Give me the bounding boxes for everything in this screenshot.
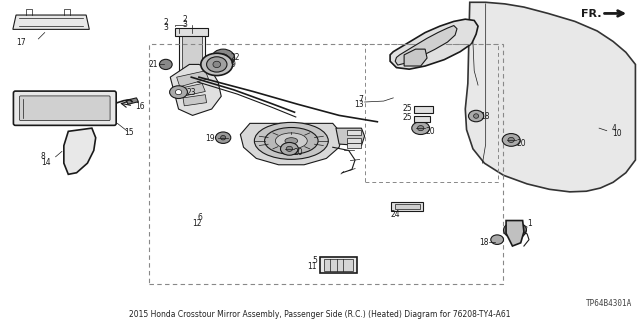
- Polygon shape: [183, 95, 207, 106]
- Polygon shape: [404, 49, 427, 66]
- Text: 21: 21: [148, 60, 157, 69]
- Text: FR.: FR.: [581, 9, 602, 19]
- Polygon shape: [506, 220, 524, 246]
- Ellipse shape: [159, 59, 172, 69]
- Text: 4: 4: [612, 124, 617, 132]
- Text: 24: 24: [390, 210, 400, 219]
- Text: 10: 10: [612, 129, 621, 138]
- Text: 25: 25: [403, 114, 412, 123]
- Bar: [320, 257, 357, 273]
- Text: 22: 22: [231, 53, 240, 62]
- Bar: [414, 107, 433, 113]
- Polygon shape: [179, 33, 205, 80]
- FancyBboxPatch shape: [19, 96, 110, 121]
- Text: 23: 23: [186, 88, 196, 97]
- Bar: [394, 204, 420, 209]
- Text: 17: 17: [16, 38, 26, 47]
- Ellipse shape: [264, 127, 318, 154]
- Polygon shape: [125, 98, 138, 104]
- Polygon shape: [395, 26, 457, 65]
- Polygon shape: [170, 64, 221, 116]
- Text: 25: 25: [403, 104, 412, 113]
- Ellipse shape: [207, 57, 227, 72]
- Ellipse shape: [417, 125, 424, 131]
- Bar: [348, 143, 362, 148]
- Text: 3: 3: [163, 23, 168, 32]
- Text: 3: 3: [182, 20, 188, 29]
- Text: 16: 16: [135, 102, 145, 111]
- Text: TP64B4301A: TP64B4301A: [586, 299, 632, 308]
- Ellipse shape: [213, 61, 221, 68]
- Polygon shape: [465, 2, 636, 192]
- Ellipse shape: [412, 122, 429, 134]
- Ellipse shape: [216, 132, 231, 143]
- Text: 14: 14: [41, 158, 51, 167]
- Text: 2: 2: [182, 15, 188, 24]
- Ellipse shape: [508, 137, 515, 142]
- Polygon shape: [177, 71, 209, 87]
- Bar: [324, 259, 353, 271]
- Bar: [149, 44, 503, 284]
- Text: 7: 7: [358, 95, 364, 104]
- Bar: [414, 116, 430, 122]
- Text: 5: 5: [312, 257, 317, 266]
- Bar: [175, 28, 209, 36]
- Polygon shape: [13, 15, 90, 29]
- Bar: [365, 44, 499, 182]
- Text: 2015 Honda Crosstour Mirror Assembly, Passenger Side (R.C.) (Heated) Diagram for: 2015 Honda Crosstour Mirror Assembly, Pa…: [129, 310, 511, 319]
- Text: 18: 18: [479, 238, 489, 247]
- Text: 8: 8: [41, 152, 45, 161]
- Bar: [348, 130, 362, 135]
- Text: 20: 20: [293, 148, 303, 157]
- Text: 20: 20: [425, 127, 435, 136]
- Ellipse shape: [170, 86, 188, 99]
- Text: 13: 13: [354, 100, 364, 109]
- Text: 20: 20: [516, 139, 526, 148]
- Ellipse shape: [175, 90, 182, 95]
- Polygon shape: [390, 19, 478, 69]
- Text: 15: 15: [124, 128, 133, 137]
- Polygon shape: [182, 36, 202, 77]
- Polygon shape: [64, 128, 96, 174]
- Polygon shape: [180, 84, 205, 96]
- Ellipse shape: [280, 142, 298, 155]
- Text: 1: 1: [527, 219, 532, 228]
- Ellipse shape: [201, 53, 233, 76]
- Ellipse shape: [285, 138, 298, 144]
- Ellipse shape: [286, 146, 292, 151]
- Ellipse shape: [212, 49, 235, 67]
- Ellipse shape: [491, 235, 504, 244]
- Text: 9: 9: [231, 60, 236, 69]
- Ellipse shape: [218, 54, 228, 62]
- Ellipse shape: [510, 226, 520, 234]
- Ellipse shape: [221, 135, 226, 140]
- Text: 2: 2: [163, 18, 168, 27]
- Ellipse shape: [254, 123, 328, 159]
- Text: 6: 6: [197, 213, 202, 222]
- Text: 19: 19: [205, 134, 215, 143]
- Bar: [392, 202, 423, 211]
- Ellipse shape: [474, 114, 479, 118]
- Ellipse shape: [504, 222, 527, 238]
- Text: 18: 18: [481, 112, 490, 121]
- Bar: [348, 138, 362, 143]
- Polygon shape: [336, 128, 365, 146]
- Text: 11: 11: [307, 261, 317, 271]
- FancyBboxPatch shape: [13, 91, 116, 125]
- Polygon shape: [241, 123, 342, 165]
- Ellipse shape: [502, 133, 520, 146]
- Ellipse shape: [468, 110, 484, 122]
- Text: 12: 12: [193, 219, 202, 228]
- Ellipse shape: [275, 133, 307, 149]
